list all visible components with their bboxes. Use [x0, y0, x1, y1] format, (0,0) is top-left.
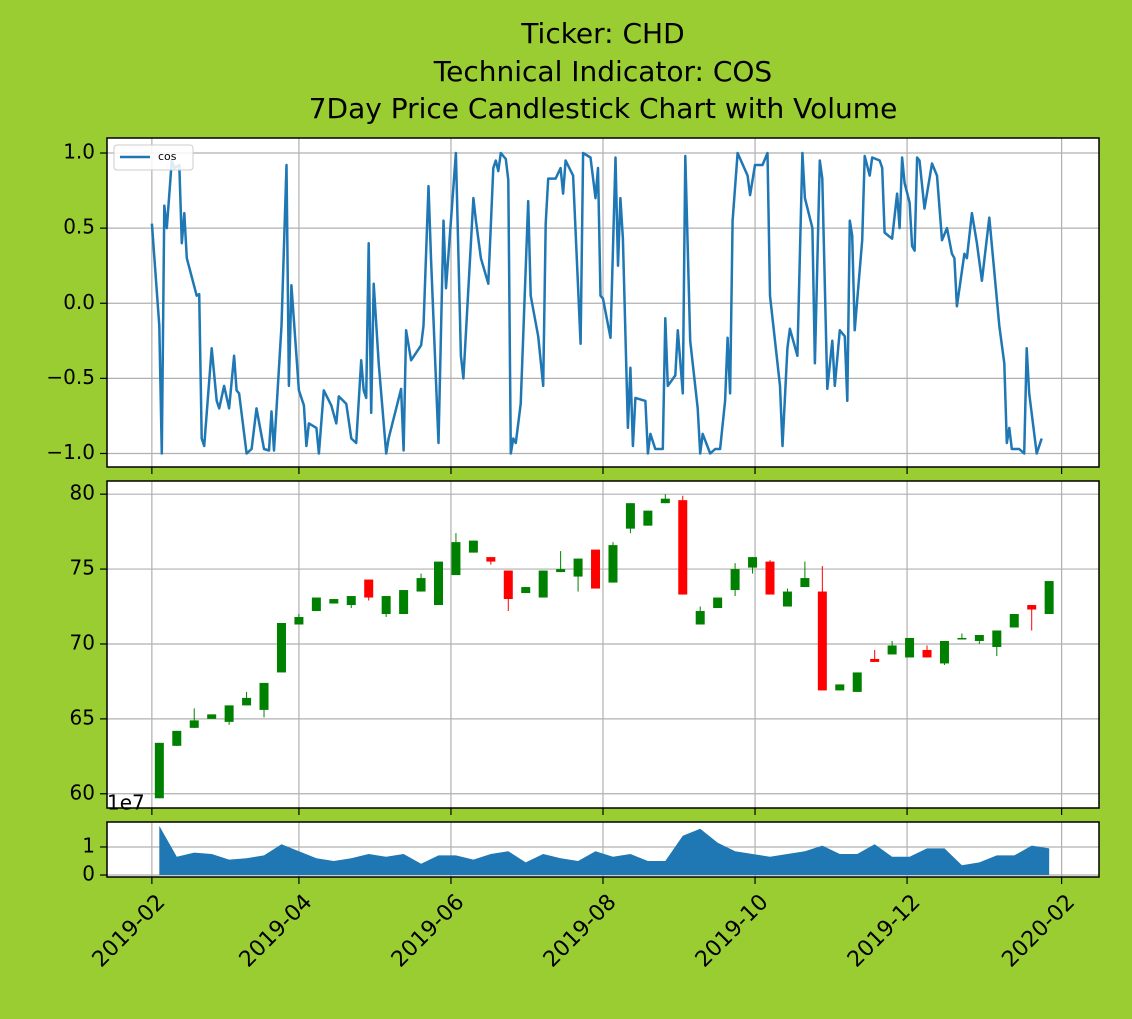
candle-body: [625, 503, 635, 529]
candle-body: [189, 720, 199, 728]
candle-body: [730, 569, 740, 591]
candle-body: [800, 578, 810, 588]
candle-body: [207, 714, 217, 719]
y-tick-label: 80: [70, 481, 95, 505]
volume-area: [159, 825, 1050, 876]
candle-body: [939, 640, 949, 664]
axes-frame: [106, 137, 1100, 468]
title-line: Ticker: CHD: [520, 17, 684, 50]
candle-body: [870, 658, 880, 662]
candle-body: [346, 596, 356, 606]
candle-body: [1044, 581, 1054, 615]
candle-body: [329, 599, 339, 604]
candle-body: [695, 611, 705, 625]
candle-body: [294, 617, 304, 625]
candle-body: [538, 570, 548, 598]
candle-body: [922, 649, 932, 658]
y-tick-label: −0.5: [46, 365, 95, 389]
candle-body: [242, 697, 252, 706]
y-tick-label: 1.0: [63, 140, 95, 164]
candle-body: [276, 623, 286, 673]
candle-body: [224, 705, 234, 722]
candle-body: [887, 645, 897, 655]
candle-body: [259, 682, 269, 710]
y-tick-label: 1: [82, 833, 95, 857]
candle-body: [468, 540, 478, 553]
candle-body: [992, 630, 1002, 647]
candle-body: [451, 542, 461, 576]
candle-body: [608, 545, 618, 583]
y-tick-label: 0.0: [63, 290, 95, 314]
candle-body: [643, 510, 653, 526]
y-tick-label: 75: [70, 556, 95, 580]
candle-body: [573, 558, 583, 577]
offset-label: 1e7: [107, 791, 145, 815]
y-tick-label: 0: [82, 862, 95, 886]
candle-body: [905, 637, 915, 658]
candle-body: [852, 672, 862, 692]
axes-frame: [106, 480, 1100, 809]
candle-body: [311, 597, 321, 612]
candle-body: [591, 549, 601, 589]
title-line: 7Day Price Candlestick Chart with Volume: [309, 92, 898, 125]
candle-body: [521, 587, 531, 594]
candle-body: [957, 637, 967, 640]
y-tick-label: 0.5: [63, 215, 95, 239]
candle-body: [678, 500, 688, 595]
candle-body: [713, 597, 723, 609]
candle-body: [748, 557, 758, 568]
candle-body: [364, 579, 374, 598]
candle-body: [433, 561, 443, 606]
y-tick-label: 70: [70, 630, 95, 654]
legend-box: [113, 144, 194, 171]
y-tick-label: 65: [70, 705, 95, 729]
y-tick-label: −1.0: [46, 440, 95, 464]
candle-body: [782, 591, 792, 607]
candle-body: [974, 634, 984, 641]
axes-frame: [106, 821, 1100, 878]
candle-body: [835, 684, 845, 691]
candle-body: [486, 557, 496, 562]
candle-body: [416, 578, 426, 592]
legend-label: cos: [158, 150, 177, 163]
line-series: [150, 151, 1043, 455]
candle-body: [765, 561, 775, 595]
y-tick-label: 60: [70, 780, 95, 804]
candle-body: [1009, 614, 1019, 628]
title-line: Technical Indicator: COS: [433, 55, 772, 88]
candle-body: [1027, 605, 1037, 610]
candle-body: [154, 742, 164, 799]
candle-body: [399, 590, 409, 615]
candle-body: [381, 596, 391, 615]
candle-body: [817, 591, 827, 691]
candle-body: [503, 570, 513, 600]
candle-body: [172, 730, 182, 746]
candle-body: [660, 498, 670, 504]
candle-body: [556, 569, 566, 573]
